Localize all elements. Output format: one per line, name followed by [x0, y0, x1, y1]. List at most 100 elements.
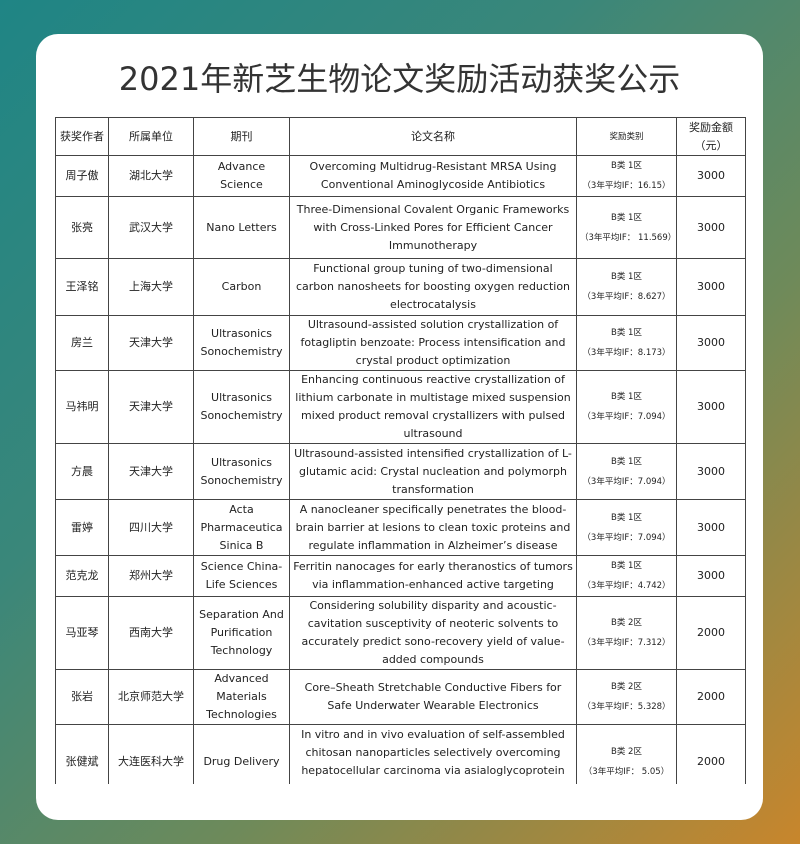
- category-cell: B类 1区 （3年平均IF：7.094）: [576, 499, 677, 556]
- unit-cell: 上海大学: [108, 258, 194, 316]
- author-cell: 马祎明: [55, 370, 109, 444]
- author-cell: 房兰: [55, 315, 109, 371]
- table-header-row: 获奖作者 所属单位 期刊 论文名称 奖励类别 奖励金额（元）: [55, 117, 746, 156]
- impact-factor-note: （3年平均IF：7.094）: [582, 412, 671, 422]
- category-cell: B类 2区 （3年平均IF： 5.05）: [576, 724, 677, 784]
- author-cell: 王泽铭: [55, 258, 109, 316]
- unit-cell: 天津大学: [108, 315, 194, 371]
- table-row: 张健斌 大连医科大学 Drug Delivery In vitro and in vi…: [55, 724, 746, 784]
- category-label: B类 2区: [611, 618, 642, 628]
- category-cell: B类 1区 （3年平均IF：7.094）: [576, 370, 677, 444]
- amount-cell: 2000: [676, 596, 746, 670]
- header-unit: 所属单位: [108, 117, 194, 156]
- category-label: B类 1区: [611, 328, 642, 338]
- impact-factor-note: （3年平均IF：5.328）: [582, 702, 671, 712]
- journal-cell: Ultrasonics Sonochemistry: [193, 370, 290, 444]
- table-row: 马亚琴 西南大学 Separation And Purification Techn…: [55, 596, 746, 670]
- paper-title-cell: Functional group tuning of two-dimension…: [289, 258, 577, 316]
- table-row: 周子傲 湖北大学 Advance Science Overcoming Multidr…: [55, 155, 746, 197]
- journal-cell: Advanced Materials Technologies: [193, 669, 290, 725]
- paper-title-cell: Ferritin nanocages for early theranostic…: [289, 555, 577, 597]
- author-cell: 张亮: [55, 196, 109, 259]
- category-cell: B类 1区 （3年平均IF：4.742）: [576, 555, 677, 597]
- author-cell: 张健斌: [55, 724, 109, 784]
- table-row: 方晨 天津大学 Ultrasonics Sonochemistry Ultrasoun…: [55, 443, 746, 500]
- unit-cell: 湖北大学: [108, 155, 194, 197]
- unit-cell: 郑州大学: [108, 555, 194, 597]
- impact-factor-note: （3年平均IF： 5.05）: [583, 767, 670, 777]
- paper-title-cell: Ultrasound-assisted intensified crystall…: [289, 443, 577, 500]
- table-row: 张亮 武汉大学 Nano Letters Three-Dimensional Cova…: [55, 196, 746, 259]
- paper-title-cell: Ultrasound-assisted solution crystalliza…: [289, 315, 577, 371]
- category-label: B类 1区: [611, 212, 642, 223]
- unit-cell: 四川大学: [108, 499, 194, 556]
- author-cell: 周子傲: [55, 155, 109, 197]
- announcement-card: 2021年新芝生物论文奖励活动获奖公示 获奖作者 所属单位 期刊 论文名称 奖励…: [36, 34, 763, 820]
- paper-title-cell: Three-Dimensional Covalent Organic Frame…: [289, 196, 577, 259]
- category-label: B类 1区: [611, 561, 642, 571]
- journal-cell: Acta Pharmaceutica Sinica B: [193, 499, 290, 556]
- amount-cell: 3000: [676, 555, 746, 597]
- impact-factor-note: （3年平均IF：8.627）: [582, 292, 671, 302]
- category-cell: B类 1区 （3年平均IF：8.173）: [576, 315, 677, 371]
- impact-factor-note: （3年平均IF：4.742）: [582, 581, 671, 591]
- page-title: 2021年新芝生物论文奖励活动获奖公示: [118, 60, 681, 98]
- impact-factor-note: （3年平均IF： 11.569）: [580, 232, 677, 243]
- category-label: B类 1区: [611, 272, 642, 282]
- amount-cell: 2000: [676, 724, 746, 784]
- impact-factor-note: （3年平均IF：7.312）: [582, 638, 671, 648]
- journal-cell: Nano Letters: [193, 196, 290, 259]
- unit-cell: 武汉大学: [108, 196, 194, 259]
- category-label: B类 2区: [611, 747, 642, 757]
- amount-cell: 3000: [676, 443, 746, 500]
- table-row: 房兰 天津大学 Ultrasonics Sonochemistry Ultrasoun…: [55, 315, 746, 371]
- category-cell: B类 1区 （3年平均IF：7.094）: [576, 443, 677, 500]
- impact-factor-note: （3年平均IF：7.094）: [582, 476, 671, 487]
- awards-table-container: 获奖作者 所属单位 期刊 论文名称 奖励类别 奖励金额（元） 周子傲 湖北大学 Ad…: [55, 117, 746, 784]
- category-cell: B类 1区 （3年平均IF：16.15）: [576, 155, 677, 197]
- category-label: B类 1区: [611, 456, 642, 467]
- table-row: 范克龙 郑州大学 Science China-Life Sciences Ferrit…: [55, 555, 746, 597]
- category-cell: B类 1区 （3年平均IF： 11.569）: [576, 196, 677, 259]
- author-cell: 范克龙: [55, 555, 109, 597]
- journal-cell: Ultrasonics Sonochemistry: [193, 315, 290, 371]
- category-cell: B类 2区 （3年平均IF：7.312）: [576, 596, 677, 670]
- paper-title-cell: Overcoming Multidrug-Resistant MRSA Usin…: [289, 155, 577, 197]
- category-label: B类 1区: [611, 512, 642, 523]
- amount-cell: 3000: [676, 196, 746, 259]
- author-cell: 方晨: [55, 443, 109, 500]
- journal-cell: Carbon: [193, 258, 290, 316]
- category-cell: B类 2区 （3年平均IF：5.328）: [576, 669, 677, 725]
- header-journal: 期刊: [193, 117, 290, 156]
- author-cell: 马亚琴: [55, 596, 109, 670]
- impact-factor-note: （3年平均IF：8.173）: [582, 348, 671, 358]
- impact-factor-note: （3年平均IF：16.15）: [582, 181, 671, 191]
- header-category: 奖励类别: [576, 117, 677, 156]
- category-cell: B类 1区 （3年平均IF：8.627）: [576, 258, 677, 316]
- awards-table: 获奖作者 所属单位 期刊 论文名称 奖励类别 奖励金额（元） 周子傲 湖北大学 Ad…: [55, 117, 746, 784]
- amount-cell: 3000: [676, 499, 746, 556]
- unit-cell: 大连医科大学: [108, 724, 194, 784]
- paper-title-cell: In vitro and in vivo evaluation of self-…: [289, 724, 577, 784]
- table-body: 周子傲 湖北大学 Advance Science Overcoming Multidr…: [55, 155, 746, 784]
- author-cell: 雷婷: [55, 499, 109, 556]
- journal-cell: Science China-Life Sciences: [193, 555, 290, 597]
- unit-cell: 天津大学: [108, 370, 194, 444]
- header-paper: 论文名称: [289, 117, 577, 156]
- unit-cell: 西南大学: [108, 596, 194, 670]
- paper-title-cell: Core–Sheath Stretchable Conductive Fiber…: [289, 669, 577, 725]
- journal-cell: Ultrasonics Sonochemistry: [193, 443, 290, 500]
- amount-cell: 3000: [676, 155, 746, 197]
- category-label: B类 2区: [611, 682, 642, 692]
- header-amount: 奖励金额（元）: [676, 117, 746, 156]
- amount-cell: 3000: [676, 370, 746, 444]
- unit-cell: 北京师范大学: [108, 669, 194, 725]
- table-row: 王泽铭 上海大学 Carbon Functional group tuning of …: [55, 258, 746, 316]
- journal-cell: Separation And Purification Technology: [193, 596, 290, 670]
- unit-cell: 天津大学: [108, 443, 194, 500]
- journal-cell: Drug Delivery: [193, 724, 290, 784]
- paper-title-cell: Enhancing continuous reactive crystalliz…: [289, 370, 577, 444]
- impact-factor-note: （3年平均IF：7.094）: [582, 532, 671, 543]
- table-row: 张岩 北京师范大学 Advanced Materials Technologies C…: [55, 669, 746, 725]
